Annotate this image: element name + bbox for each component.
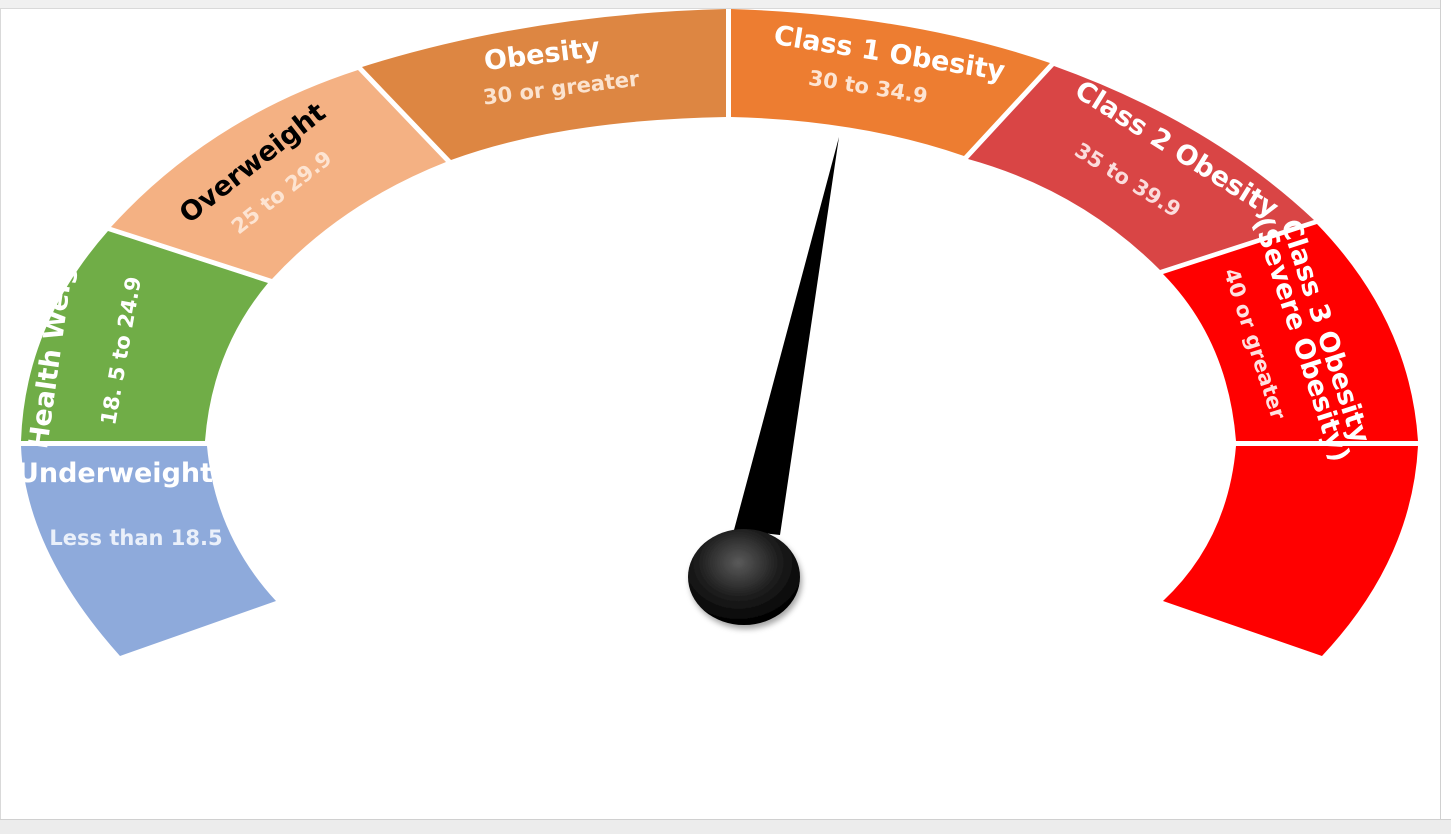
bottom-scroll-strip [0, 819, 1451, 834]
underweight-range: Less than 18.5 [49, 526, 222, 550]
gauge-needle [734, 137, 839, 535]
segment-class-3-obesity-lower [1163, 446, 1418, 656]
underweight-title: Underweight [17, 458, 213, 489]
segment-underweight [21, 446, 276, 656]
right-scroll-strip [1440, 0, 1451, 833]
segment-class-1-obesity [731, 9, 1050, 156]
segment-obesity [362, 9, 726, 160]
segment-overweight [111, 70, 446, 279]
segment-health-weight [21, 231, 268, 441]
segment-class-3-obesity-upper [1163, 224, 1418, 441]
segment-class-2-obesity [968, 66, 1314, 270]
gauge-hub [688, 529, 800, 625]
